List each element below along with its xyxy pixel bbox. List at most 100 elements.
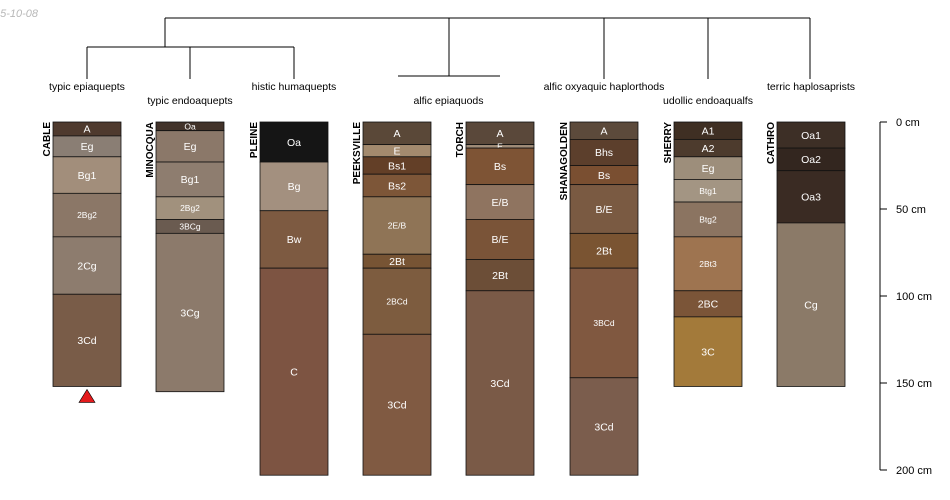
horizon-2bc xyxy=(673,290,743,318)
taxonomy-group-label: typic endoaquepts xyxy=(147,95,232,107)
horizon-label: 3Cd xyxy=(77,335,96,347)
horizon-label: 3Cd xyxy=(594,421,613,433)
horizon-label: Oa xyxy=(287,137,301,149)
taxonomy-group-label: alfic epiaquods xyxy=(413,95,483,107)
horizon-3cd xyxy=(465,290,535,476)
horizon-label: Bw xyxy=(287,234,302,246)
horizon-label: Cg xyxy=(804,299,818,311)
horizon-label: 2Bt xyxy=(492,270,508,282)
horizon-3cd xyxy=(569,377,639,476)
profile-name: TORCH xyxy=(455,122,466,157)
horizon-label: 3BCg xyxy=(179,221,201,231)
horizon-2bcd xyxy=(362,267,432,335)
horizon-label: Bg xyxy=(288,181,301,193)
horizon-label: B/E xyxy=(492,234,509,246)
horizon-2bt xyxy=(569,232,639,269)
horizon-bg1 xyxy=(155,161,225,198)
depth-tick-label: 50 cm xyxy=(896,204,926,216)
horizon-3cd xyxy=(362,333,432,476)
profile-sherry: A1 A2 Eg Btg1 Btg2 2Bt3 2BC 3C SHERRY xyxy=(663,121,743,387)
horizon-label: A xyxy=(496,128,503,140)
horizon-bs xyxy=(465,147,535,186)
horizon-oa3 xyxy=(776,170,846,224)
date-stamp: 25-10-08 xyxy=(0,8,39,20)
profile-pleine: Oa Bg Bw C PLEINE xyxy=(249,121,329,476)
horizon-label: Oa xyxy=(184,121,196,131)
profile-cathro: Oa1 Oa2 Oa3 Cg CATHRO xyxy=(766,121,846,387)
taxonomy-group-label: typic epiaquepts xyxy=(49,81,125,93)
horizon-label: 3Cd xyxy=(490,378,509,390)
horizon-label: A1 xyxy=(702,125,715,137)
profile-name: PEEKSVILLE xyxy=(352,122,363,185)
horizon-label: Bhs xyxy=(595,147,613,159)
horizon-label: Eg xyxy=(81,141,94,153)
horizon-label: Eg xyxy=(184,141,197,153)
taxonomy-dendrogram xyxy=(86,17,811,79)
horizon-label: A xyxy=(83,124,90,136)
taxonomy-group-label: udollic endoaqualfs xyxy=(663,95,753,107)
horizon-label: 2E/B xyxy=(388,221,407,231)
horizon-bg xyxy=(259,161,329,212)
horizon-label: E xyxy=(497,141,503,151)
horizon-label: Oa2 xyxy=(801,154,821,166)
horizon-label: E/B xyxy=(492,197,509,209)
profile-shanagolden: A Bhs Bs B/E 2Bt 3BCd 3Cd SHANAGOLDEN xyxy=(559,121,639,476)
depth-tick-label: 150 cm xyxy=(896,378,932,390)
horizon-2bt3 xyxy=(673,236,743,292)
horizon-3cg xyxy=(155,232,225,393)
horizon-2cg xyxy=(52,236,122,295)
horizon-label: 2Bt xyxy=(389,256,405,268)
horizon-label: Btg1 xyxy=(699,186,717,196)
profile-name: SHERRY xyxy=(663,122,674,164)
horizon-label: 2Bg2 xyxy=(77,210,97,220)
horizon-e-b xyxy=(465,184,535,220)
horizon-label: 2Bt xyxy=(596,246,612,258)
horizon-label: 3Cd xyxy=(387,400,406,412)
horizon-2e-b xyxy=(362,196,432,255)
horizon-label: 2BCd xyxy=(386,296,408,306)
horizon-label: Btg2 xyxy=(699,215,717,225)
horizon-label: Bs2 xyxy=(388,180,406,192)
horizon-label: 2BC xyxy=(698,299,719,311)
horizon-label: Bs xyxy=(598,170,610,182)
horizon-label: 3Cg xyxy=(180,307,199,319)
horizon-3c xyxy=(673,316,743,387)
horizon-2bg2 xyxy=(52,192,122,238)
horizon-label: Bg1 xyxy=(78,170,97,182)
horizon-label: Oa3 xyxy=(801,192,821,204)
profile-torch: AE Bs E/B B/E 2Bt 3Cd TORCH xyxy=(455,121,535,476)
profile-peeksville: AE Bs1 Bs2 2E/B 2Bt 2BCd 3Cd PEEKSVILLE xyxy=(352,121,432,476)
horizon-3cd xyxy=(52,293,122,387)
horizon-label: 2Cg xyxy=(77,260,96,272)
depth-tick-label: 200 cm xyxy=(896,465,932,477)
horizon-label: A2 xyxy=(702,143,715,155)
profile-name: SHANAGOLDEN xyxy=(559,122,570,200)
horizon-label: 2Bt3 xyxy=(699,259,717,269)
horizon-oa xyxy=(259,121,329,163)
depth-tick-label: 0 cm xyxy=(896,117,920,129)
horizon-label: 3BCd xyxy=(593,318,615,328)
horizon-label: Bs1 xyxy=(388,160,406,172)
horizon-label: Bg1 xyxy=(181,174,200,186)
horizon-label: Eg xyxy=(702,163,715,175)
depth-tick-label: 100 cm xyxy=(896,291,932,303)
horizon-b-e xyxy=(465,219,535,260)
horizon-label: 2Bg2 xyxy=(180,203,200,213)
taxonomy-group-label: terric haplosaprists xyxy=(767,81,855,93)
horizon-label: C xyxy=(290,366,298,378)
horizon-btg2 xyxy=(673,201,743,238)
horizon-label: A xyxy=(600,125,607,137)
horizon-bhs xyxy=(569,138,639,166)
profile-name: CATHRO xyxy=(766,122,777,164)
horizon-label: B/E xyxy=(596,204,613,216)
profile-cable: A Eg Bg1 2Bg2 2Cg 3Cd CABLE xyxy=(42,121,122,403)
horizon-b-e xyxy=(569,184,639,234)
taxonomy-group-label: histic humaquepts xyxy=(252,81,337,93)
profile-minocqua: Oa Eg Bg1 2Bg2 3BCg 3Cg MINOCQUA xyxy=(145,121,225,393)
depth-axis: 0 cm 50 cm 100 cm 150 cm 200 cm xyxy=(879,117,932,477)
soil-profiles: A Eg Bg1 2Bg2 2Cg 3Cd CABLE Oa Eg Bg1 2Bg2 3BCg 3Cg M… xyxy=(42,121,846,476)
profile-name: PLEINE xyxy=(249,122,260,158)
horizon-bw xyxy=(259,210,329,269)
horizon-2bt xyxy=(465,259,535,292)
